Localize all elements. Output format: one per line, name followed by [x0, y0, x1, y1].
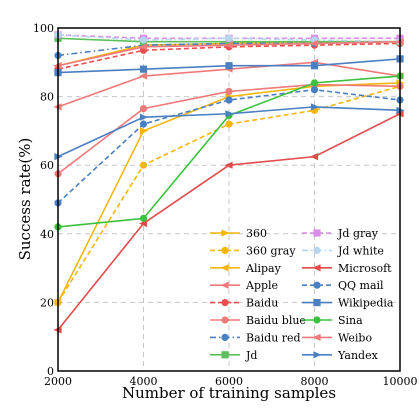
legend-marker — [221, 246, 229, 254]
legend-label: Weibo — [338, 331, 372, 344]
legend-item-360: 360 — [210, 227, 267, 240]
data-point-weibo — [138, 43, 148, 51]
data-point-baidu-blue — [139, 105, 148, 113]
legend-label: QQ mail — [338, 279, 384, 292]
data-point-qq-mail — [139, 120, 148, 128]
y-axis-title: Success rate(%) — [16, 138, 34, 261]
legend-label: 360 gray — [246, 244, 296, 257]
legend-marker — [313, 246, 321, 254]
legend-item-weibo: Weibo — [302, 331, 372, 344]
data-point-wikipedia — [139, 65, 148, 73]
legend-label: Wikipedia — [338, 297, 394, 310]
series-yandex — [54, 103, 405, 161]
x-tick-label: 6000 — [215, 375, 243, 388]
series-layer — [53, 31, 405, 334]
legend-label: 360 — [246, 227, 267, 240]
legend-label: Alipay — [245, 262, 282, 275]
legend-item-apple: Apple — [210, 279, 278, 292]
legend-label: Apple — [245, 279, 278, 292]
x-tick-label: 10000 — [383, 375, 418, 388]
data-point-yandex — [310, 103, 320, 111]
series-line-baidu — [57, 42, 401, 70]
legend-item-baidu-red: Baidu red — [210, 331, 301, 344]
y-tick-label: 20 — [40, 296, 54, 309]
data-point-wikipedia — [310, 62, 319, 70]
legend-marker — [313, 299, 321, 307]
legend: 360 360 gray Alipay Apple Baidu Baidu blue Bai… — [210, 227, 394, 362]
legend-item-baidu: Baidu — [210, 297, 278, 310]
legend-item-jd: Jd — [210, 349, 257, 362]
data-point-wikipedia — [225, 62, 233, 70]
plot-frame — [57, 27, 401, 372]
y-tick-label: 80 — [40, 91, 54, 104]
legend-marker — [220, 264, 229, 272]
data-point-weibo — [309, 39, 319, 48]
legend-item-yandex: Yandex — [302, 349, 379, 362]
data-point-qq-mail — [225, 96, 233, 104]
data-point-microsoft — [138, 219, 148, 228]
series-weibo — [53, 38, 404, 70]
legend-item-qq-mail: QQ mail — [302, 279, 384, 292]
x-axis-title: Number of training samples — [122, 384, 336, 402]
data-point-microsoft — [309, 153, 319, 161]
data-point-sina — [139, 214, 148, 222]
legend-marker — [313, 281, 321, 289]
legend-item-jd-gray: Jd gray — [302, 227, 379, 240]
series-microsoft — [53, 110, 404, 334]
legend-marker — [220, 281, 229, 289]
legend-marker — [313, 229, 321, 237]
legend-label: Yandex — [337, 349, 379, 362]
legend-label: Baidu red — [246, 331, 301, 344]
data-point-360-gray — [139, 161, 148, 169]
data-point-weibo — [224, 41, 233, 49]
data-point-360-gray — [225, 120, 233, 128]
legend-marker — [221, 316, 229, 324]
legend-marker — [313, 351, 322, 359]
legend-label: Jd — [245, 349, 257, 362]
data-point-microsoft — [224, 161, 233, 169]
legend-label: Baidu — [246, 297, 278, 310]
series-360-gray — [54, 82, 404, 306]
data-point-yandex — [225, 110, 234, 118]
legend-marker — [313, 316, 321, 324]
legend-marker — [312, 264, 321, 272]
y-tick-label: 100 — [33, 22, 54, 35]
x-tick-label: 4000 — [130, 375, 158, 388]
series-qq-mail — [54, 86, 404, 207]
legend-item-sina: Sina — [302, 314, 363, 327]
legend-marker — [221, 333, 229, 341]
data-point-baidu-blue — [225, 87, 233, 96]
x-tick-label: 8000 — [301, 375, 329, 388]
legend-marker — [221, 351, 229, 359]
y-tick-label: 40 — [40, 228, 54, 241]
data-point-yandex — [139, 113, 149, 121]
legend-marker — [221, 229, 230, 237]
x-tick-label: 2000 — [44, 375, 72, 388]
data-point-jd-white — [225, 34, 233, 42]
legend-marker — [221, 299, 229, 307]
legend-label: Jd white — [337, 244, 384, 257]
legend-marker — [312, 333, 321, 341]
legend-item-360-gray: 360 gray — [210, 244, 296, 257]
y-tick-label: 60 — [40, 159, 54, 172]
legend-item-jd-white: Jd white — [302, 244, 384, 257]
data-point-sina — [310, 79, 319, 87]
legend-item-baidu-blue: Baidu blue — [210, 314, 306, 327]
data-point-jd-white — [139, 36, 148, 44]
legend-label: Jd gray — [337, 227, 379, 240]
tick-labels: 2000 4000 6000 8000 10000 0 20 40 60 80 100 — [33, 22, 418, 388]
legend-item-wikipedia: Wikipedia — [302, 297, 394, 310]
data-point-360 — [139, 127, 149, 135]
legend-label: Microsoft — [338, 262, 392, 275]
legend-item-alipay: Alipay — [210, 262, 282, 275]
y-tick-label: 0 — [47, 365, 54, 378]
legend-item-microsoft: Microsoft — [302, 262, 392, 275]
data-point-apple — [138, 72, 148, 80]
legend-label: Baidu blue — [246, 314, 306, 327]
legend-label: Sina — [338, 314, 363, 327]
data-point-qq-mail — [310, 86, 319, 94]
